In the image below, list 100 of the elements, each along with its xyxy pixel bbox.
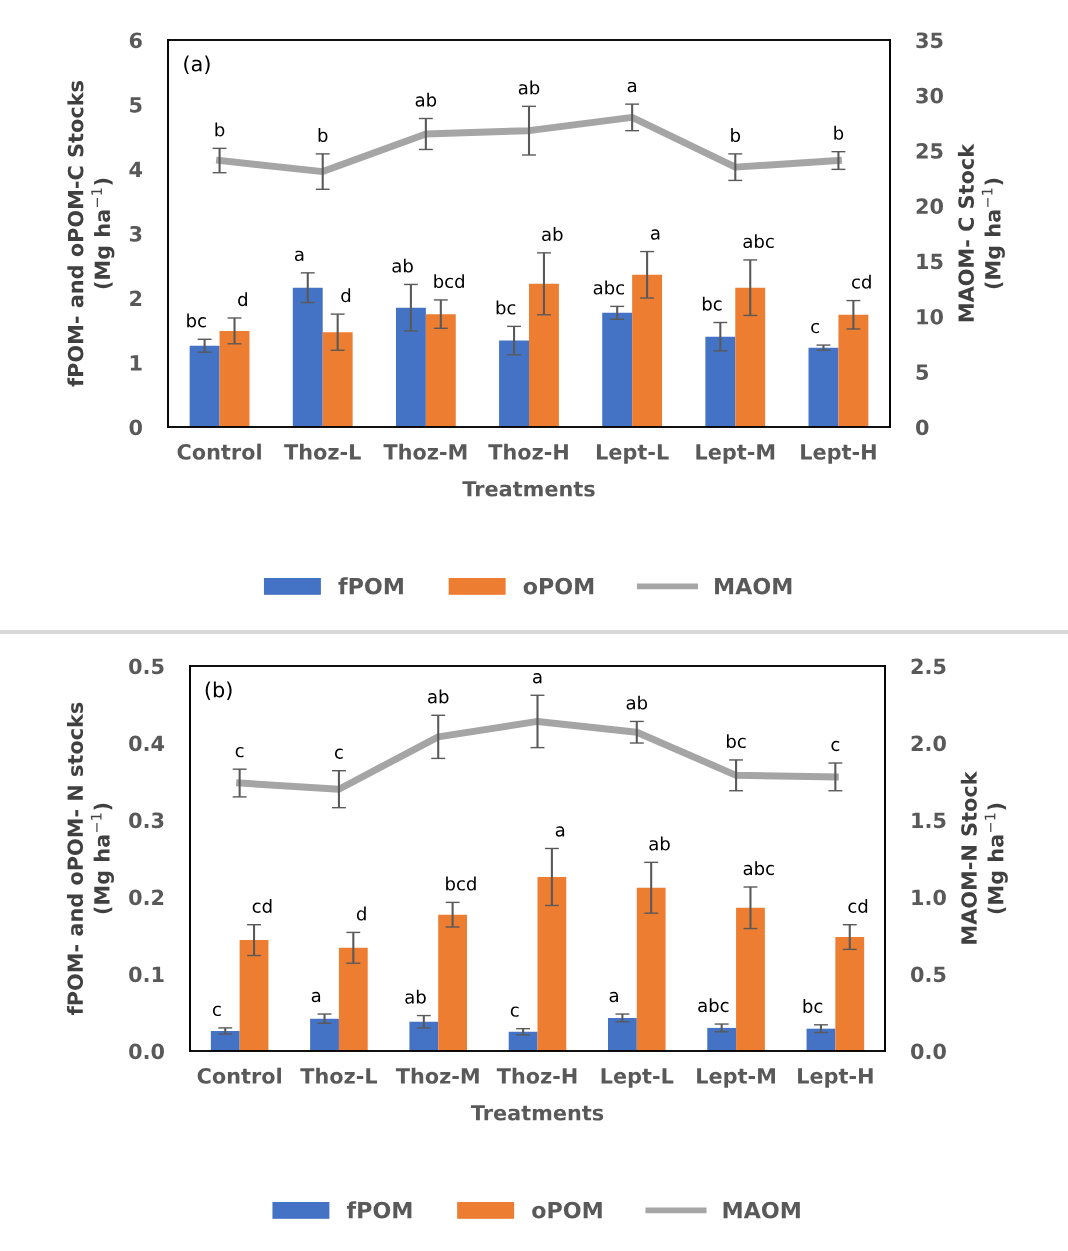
data-label: abc (593, 280, 624, 295)
y-tick-label: 3 (129, 225, 142, 242)
bar (239, 940, 269, 1051)
x-tick-label: Thoz-H (488, 443, 568, 460)
y-tick-label: 0.2 (129, 889, 164, 906)
data-label: b (834, 125, 844, 140)
bar (835, 937, 865, 1051)
bar (529, 283, 559, 427)
legend-label: oPOM (523, 577, 594, 595)
y2-tick-label: 10 (917, 308, 943, 325)
x-tick-label: Lept-L (601, 1068, 674, 1088)
y2-tick-label: 0.0 (911, 1043, 946, 1060)
bar (219, 330, 250, 427)
bar (806, 1028, 836, 1051)
x-tick-label: Thoz-L (300, 1067, 378, 1084)
y-tick-label: 4 (129, 161, 143, 177)
data-label: abc (743, 234, 774, 249)
data-label: a (627, 81, 637, 93)
bar (508, 1031, 538, 1051)
y-axis-title: fPOM- and oPOM- N stocks (Mg ha$^{−1}$) (66, 702, 114, 1015)
x-tick-label: Thoz-M (395, 1067, 479, 1084)
bar (338, 947, 368, 1051)
legend-label: oPOM (532, 1201, 602, 1219)
data-label: cd (252, 898, 272, 913)
data-label: cd (848, 898, 868, 913)
data-label: c (212, 1005, 221, 1017)
data-label: c (831, 740, 840, 752)
data-label: ab (518, 80, 540, 95)
data-label: ab (405, 989, 426, 1004)
data-label: ab (428, 689, 449, 704)
data-label: c (811, 322, 819, 334)
y-axis-title: fPOM- and oPOM-C Stocks (Mg ha$^{−1}$) (67, 81, 115, 387)
x-tick-label: Lept-H (798, 1068, 873, 1088)
x-tick-label: Lept-M (696, 444, 775, 464)
y-tick-label: 0.5 (129, 658, 164, 675)
data-label: bcd (446, 876, 476, 891)
y-tick-label: 0.3 (129, 812, 164, 829)
y-tick-label: 0.1 (129, 966, 164, 983)
bar (425, 314, 456, 427)
x-tick-label: Control (197, 1067, 281, 1084)
y2-tick-label: 2.0 (911, 735, 946, 752)
y2-tick-label: 1.5 (912, 812, 946, 829)
x-tick-label: Lept-H (801, 444, 876, 464)
y2-axis-title: MAOM-N Stock (Mg ha$^{−1}$) (960, 771, 1008, 944)
bar (602, 312, 633, 427)
bar (838, 314, 869, 427)
x-tick-label: Lept-L (596, 444, 669, 464)
bar (636, 887, 666, 1051)
data-label: a (311, 991, 321, 1003)
x-tick-label: Thoz-L (284, 443, 361, 460)
bar (735, 287, 766, 427)
data-label: d (341, 288, 351, 303)
x-tick-label: Control (177, 443, 261, 460)
x-tick-label: Thoz-M (383, 443, 467, 460)
x-axis-title: Treatments (462, 481, 595, 497)
bar (632, 274, 663, 427)
y-tick-label: 5 (130, 97, 142, 113)
y-tick-label: 0.0 (129, 1043, 165, 1060)
data-label: c (235, 746, 244, 758)
y2-tick-label: 20 (916, 198, 943, 215)
data-label: d (356, 906, 366, 921)
bar (499, 340, 529, 427)
data-label: b (318, 128, 328, 143)
y2-tick-label: 0.5 (911, 966, 946, 983)
data-label: a (294, 250, 304, 262)
y2-tick-label: 25 (916, 143, 943, 159)
bar (707, 1027, 737, 1051)
y-tick-label: 1 (130, 355, 142, 371)
data-label: a (609, 991, 618, 1003)
data-label: d (238, 292, 247, 307)
data-label: a (555, 826, 565, 837)
y2-tick-label: 0 (916, 419, 929, 436)
bar (310, 1018, 339, 1051)
y2-tick-label: 30 (916, 87, 943, 104)
data-label: abc (743, 861, 774, 876)
bar (322, 332, 353, 427)
annotation: (a) (184, 55, 210, 75)
x-tick-label: Lept-M (697, 1068, 775, 1088)
data-label: ab (392, 258, 413, 273)
data-label: ab (649, 836, 670, 851)
data-label: a (533, 673, 542, 684)
data-label: ab (626, 695, 648, 710)
data-label: cd (852, 274, 871, 289)
y-tick-label: 2 (130, 290, 142, 306)
data-label: a (650, 229, 660, 240)
bar (808, 347, 839, 427)
y2-tick-label: 15 (917, 253, 943, 270)
y-tick-label: 6 (129, 32, 142, 49)
data-label: c (334, 748, 343, 759)
data-label: bc (187, 313, 206, 328)
bar (736, 907, 765, 1051)
bar (395, 307, 426, 427)
y2-tick-label: 35 (916, 32, 943, 49)
data-label: b (731, 128, 741, 143)
y-tick-label: 0.4 (129, 735, 165, 752)
data-label: bc (496, 300, 516, 315)
bar (607, 1017, 637, 1051)
data-label: bcd (434, 274, 464, 289)
legend-label: MAOM (723, 1201, 800, 1219)
legend-label: MAOM (715, 577, 792, 595)
